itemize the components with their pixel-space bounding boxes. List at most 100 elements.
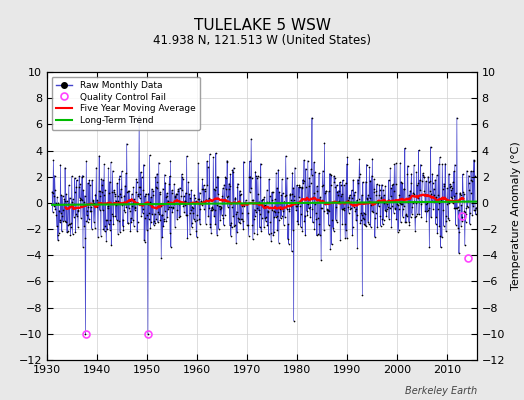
Point [352,217,361,223]
Point [330,173,338,179]
Point [293,182,301,188]
Text: TULELAKE 5 WSW: TULELAKE 5 WSW [193,18,331,33]
Point [282,205,291,212]
Point [96,192,105,199]
Point [406,194,414,200]
Point [212,184,221,190]
Point [107,211,116,217]
Point [259,204,267,210]
Point [427,144,435,150]
Point [240,202,248,209]
Point [236,191,245,197]
Point [397,219,405,226]
Point [342,227,351,234]
Point [329,224,337,231]
Point [316,205,325,211]
Point [408,204,417,210]
Point [452,205,461,212]
Point [201,198,210,205]
Point [205,151,214,157]
Point [376,222,385,229]
Point [348,232,356,238]
Point [92,164,101,171]
Point [366,195,374,202]
Point [411,228,419,234]
Point [437,195,445,202]
Point [396,160,405,166]
Point [387,185,395,191]
Point [110,189,118,196]
Point [49,190,57,196]
Point [105,221,113,227]
Point [253,230,261,237]
Point [77,197,85,203]
Point [450,168,458,174]
Point [417,214,425,221]
Point [54,230,63,236]
Point [161,180,170,186]
Point [177,200,185,206]
Point [274,166,282,173]
Point [179,203,188,209]
Point [344,204,352,210]
Point [135,113,144,120]
Point [377,194,386,200]
Point [264,209,272,215]
Point [372,192,380,198]
Point [66,232,74,238]
Point [378,216,387,222]
Point [257,197,266,204]
Point [294,184,303,190]
Point [211,187,219,194]
Point [176,213,184,219]
Point [378,182,386,188]
Point [80,199,88,206]
Point [188,204,196,210]
Point [351,208,359,214]
Point [162,193,171,200]
Point [276,205,285,212]
Point [271,213,280,220]
Point [116,191,125,198]
Point [409,190,418,197]
Point [99,226,107,232]
Point [62,191,71,197]
Point [356,220,365,226]
Point [141,215,150,221]
Point [211,221,220,228]
Point [427,191,435,197]
Point [129,184,137,190]
Point [242,200,250,206]
Point [387,193,395,200]
Point [111,191,119,197]
Point [368,201,377,207]
Point [184,179,192,185]
Point [291,200,300,207]
Point [370,186,379,192]
Point [253,174,261,181]
Point [419,170,427,176]
Point [176,200,184,206]
Point [279,222,288,228]
Point [319,182,328,188]
Point [78,196,86,203]
Point [249,215,258,222]
Point [70,200,79,207]
Point [49,157,58,163]
Point [223,159,232,165]
Point [183,212,191,218]
Point [235,192,244,198]
Point [236,188,244,194]
Point [177,193,185,199]
Point [344,197,352,204]
Point [66,195,74,201]
Point [457,222,465,229]
Point [399,213,407,220]
Point [467,178,476,184]
Point [207,230,215,236]
Point [373,181,381,187]
Point [189,210,198,216]
Point [111,213,119,219]
Point [397,179,405,185]
Point [90,219,98,225]
